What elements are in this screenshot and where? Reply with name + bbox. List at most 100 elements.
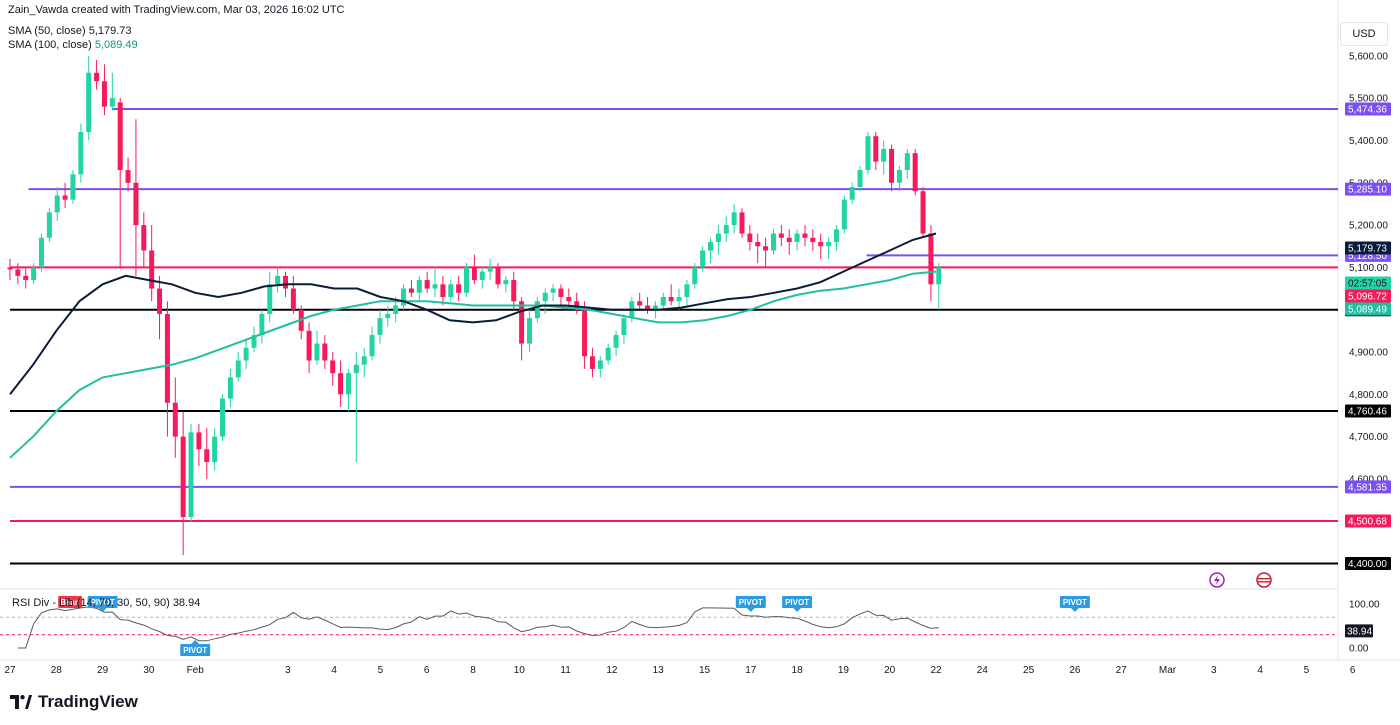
candle-down <box>802 233 808 238</box>
rsi-legend[interactable]: RSI Div - Lib (14, 70, 30, 50, 90) 38.94 <box>12 597 200 609</box>
price-tick-label: 5,100.00 <box>1349 263 1388 274</box>
tradingview-logo-icon <box>10 695 32 709</box>
rsi-line <box>17 606 939 649</box>
candle-down <box>668 297 674 302</box>
time-tick-label: 29 <box>97 665 109 676</box>
pivot-high-label: PIVOT <box>739 598 763 607</box>
price-tag <box>1345 276 1391 290</box>
candle-up <box>416 280 422 293</box>
candle-down <box>141 225 147 251</box>
candle-up <box>613 335 619 348</box>
rsi-tick-0: 0.00 <box>1349 644 1369 655</box>
pivot-low-pointer <box>191 640 200 644</box>
candle-down <box>133 182 139 226</box>
candle-down <box>566 297 572 302</box>
candle-up <box>723 225 729 234</box>
candle-down <box>920 191 926 234</box>
candle-down <box>196 432 202 450</box>
bear-divergence-tag <box>58 596 83 608</box>
pivot-high-label: PIVOT <box>91 598 115 607</box>
candle-down <box>157 288 163 314</box>
candle-up <box>936 267 942 285</box>
pivot-high-tag <box>782 596 813 608</box>
rsi-pane: 100.00 0.00 38.94 PIVOT PIVOT PIVOT PIVOT PIVOT… <box>0 596 1380 656</box>
rsi-tick-100: 100.00 <box>1349 600 1380 611</box>
candle-down <box>408 288 414 293</box>
price-tick-label: 4,600.00 <box>1349 474 1388 485</box>
time-tick-label: 26 <box>1069 665 1081 676</box>
rsi-current-tag <box>1345 624 1373 638</box>
candle-down <box>290 288 296 310</box>
brand-name: TradingView <box>38 692 138 711</box>
moving-averages <box>9 232 937 459</box>
time-tick-label: 5 <box>378 665 384 676</box>
candle-up <box>487 267 493 272</box>
candle-up <box>109 98 115 107</box>
us-flag-event-icon <box>1256 572 1272 588</box>
candle-up <box>46 212 52 238</box>
horizontal-levels <box>10 108 1338 565</box>
candle-down <box>786 237 792 242</box>
candle-up <box>550 288 556 293</box>
candlestick-series <box>7 55 942 556</box>
candle-up <box>220 398 226 437</box>
level-tag <box>1345 480 1391 494</box>
candle-down <box>810 237 816 242</box>
candle-up <box>188 432 194 517</box>
candle-down <box>180 436 186 517</box>
level-tag-label: 4,500.68 <box>1348 516 1387 527</box>
candle-up <box>251 335 257 348</box>
sma50-line <box>9 232 937 395</box>
candle-down <box>204 449 210 462</box>
time-tick-label: 22 <box>930 665 942 676</box>
candle-up <box>86 72 92 132</box>
candle-up <box>896 170 902 183</box>
level-tag <box>1345 182 1391 196</box>
time-tick-label: 28 <box>51 665 63 676</box>
candle-up <box>377 318 383 336</box>
candle-down <box>755 242 761 247</box>
us-flag-stripe-icon <box>1258 581 1270 583</box>
pivot-high-pointer <box>793 608 802 612</box>
sma50-legend[interactable]: SMA (50, close) 5,179.73 <box>8 25 132 37</box>
time-tick-label: 19 <box>838 665 850 676</box>
level-tag <box>1345 102 1391 116</box>
candle-down <box>282 275 288 289</box>
candle-up <box>534 301 540 319</box>
candle-down <box>456 284 462 293</box>
candle-up <box>731 212 737 226</box>
candle-down <box>558 288 564 297</box>
candle-up <box>794 233 800 242</box>
candle-down <box>818 242 824 247</box>
candle-up <box>503 280 509 285</box>
tradingview-logo[interactable]: TradingView <box>10 692 138 712</box>
candle-up <box>227 377 233 399</box>
candle-up <box>464 267 470 293</box>
price-tag-label: 02:57:05 <box>1348 279 1387 290</box>
price-tick-label: 5,500.00 <box>1349 94 1388 105</box>
time-tick-label: 12 <box>606 665 618 676</box>
sma50-label: SMA (50, close) <box>8 25 86 37</box>
candle-down <box>117 102 123 171</box>
candle-down <box>519 301 525 344</box>
price-tick-label: 5,400.00 <box>1349 136 1388 147</box>
candle-down <box>172 402 178 437</box>
candle-down <box>440 284 446 297</box>
candle-down <box>511 280 517 302</box>
currency-selector[interactable]: USD <box>1340 22 1388 46</box>
pivot-high-pointer <box>1070 608 1079 612</box>
candle-up <box>314 343 320 361</box>
candle-up <box>31 267 37 281</box>
price-tag <box>1345 302 1391 316</box>
time-tick-label: Mar <box>1159 665 1177 676</box>
candle-up <box>605 347 611 361</box>
price-tag-label: 5,179.73 <box>1348 244 1387 255</box>
time-tick-label: 25 <box>1023 665 1035 676</box>
pivot-high-tag <box>1059 596 1090 608</box>
us-flag-stripe-icon <box>1258 578 1270 580</box>
price-tag <box>1345 289 1391 303</box>
candle-down <box>164 313 170 403</box>
sma100-legend[interactable]: SMA (100, close) 5,089.49 <box>8 39 138 51</box>
time-axis[interactable]: 27 28 29 30 Feb 3 4 5 6 8 10 11 12 13 15 17 18 19 20 22 24 25… <box>4 665 1355 676</box>
